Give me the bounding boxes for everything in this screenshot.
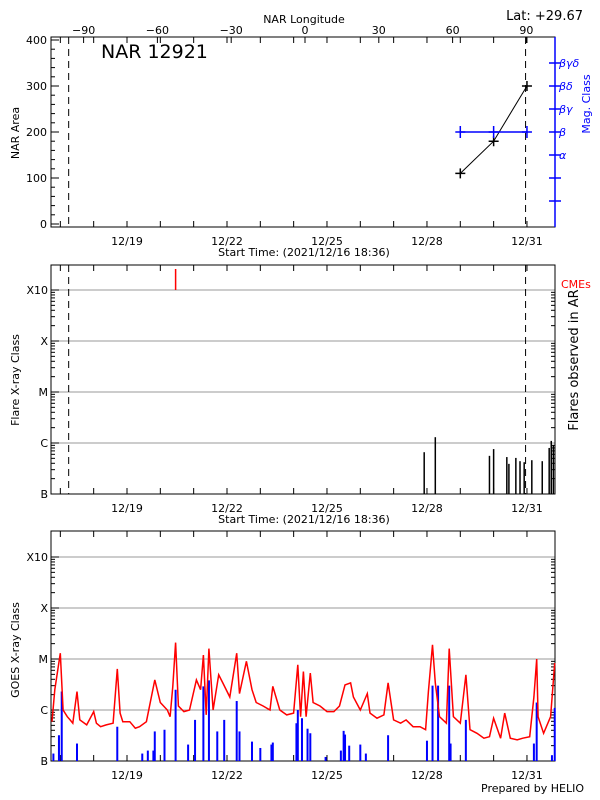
mag-class-label: βγ: [558, 103, 573, 116]
x-axis-label: Start Time: (2021/12/16 18:36): [218, 513, 390, 526]
y-axis-label: NAR Area: [9, 107, 22, 159]
y-tick-label: 300: [26, 80, 47, 93]
y-axis-label: GOES X-ray Class: [9, 602, 22, 698]
x-tick-label: 12/25: [311, 502, 343, 515]
x-tick-label: 12/22: [211, 235, 243, 248]
y-axis-label: Flare X-ray Class: [9, 334, 22, 426]
panel-flares: Start Time: (2021/12/16 18:36) Flare X-r…: [9, 264, 591, 526]
plot-frame: [50, 264, 556, 495]
top-tick-label: 0: [302, 24, 309, 37]
y-tick-label: 100: [26, 172, 47, 185]
top-tick-label: 90: [519, 24, 533, 37]
mag-class-point: [488, 126, 499, 138]
x-tick-label: 12/31: [511, 502, 543, 515]
mag-class-point: [521, 126, 532, 138]
y-tick-label: X: [40, 602, 48, 615]
cme-legend-label: CMEs: [561, 278, 591, 291]
x-tick-label: 12/28: [411, 769, 443, 782]
area-point: [455, 168, 466, 179]
plot-frame: [50, 530, 556, 762]
y-tick-label: M: [39, 653, 49, 666]
y-tick-label: 0: [40, 218, 47, 231]
x-tick-label: 12/28: [411, 502, 443, 515]
x-tick-label: 12/19: [111, 769, 143, 782]
area-point: [521, 81, 532, 91]
region-title: NAR 12921: [101, 41, 208, 63]
mag-class-label: α: [559, 149, 567, 162]
y-tick-label: X: [40, 335, 48, 348]
panel-goes: GOES X-ray Class Prepared by HELIO B C M X X…: [9, 530, 584, 795]
x-tick-label: 12/31: [511, 235, 543, 248]
mag-class-label: β: [558, 126, 566, 139]
x-tick-label: 12/22: [211, 769, 243, 782]
right-axis-label: Mag. Class: [580, 74, 593, 133]
x-tick-label: 12/31: [511, 769, 543, 782]
mag-class-point: [455, 126, 466, 138]
mag-class-label: βδ: [558, 80, 573, 93]
x-tick-label: 12/25: [311, 769, 343, 782]
y-tick-label: C: [40, 704, 48, 717]
right-axis-label: Flares observed in AR: [567, 289, 582, 430]
mag-class-label: βγδ: [558, 57, 580, 70]
x-tick-label: 12/28: [411, 235, 443, 248]
x-tick-label: 12/19: [111, 502, 143, 515]
x-tick-label: 12/22: [211, 502, 243, 515]
top-tick-label: −90: [72, 24, 95, 37]
top-tick-label: −30: [220, 24, 243, 37]
goes-long-line: [51, 642, 556, 741]
top-axis-label: NAR Longitude: [263, 13, 345, 26]
latitude-label: Lat: +29.67: [506, 9, 583, 24]
x-tick-label: 12/25: [311, 235, 343, 248]
x-axis-label: Start Time: (2021/12/16 18:36): [218, 246, 390, 259]
y-tick-label: B: [40, 488, 48, 501]
x-tick-label: 12/19: [111, 235, 143, 248]
y-tick-label: C: [40, 437, 48, 450]
top-tick-label: −60: [146, 24, 169, 37]
y-tick-label: X10: [26, 551, 48, 564]
y-tick-label: X10: [26, 284, 48, 297]
y-tick-label: 400: [26, 34, 47, 47]
y-tick-label: 200: [26, 126, 47, 139]
y-tick-label: M: [39, 386, 49, 399]
footer-credit: Prepared by HELIO: [481, 782, 584, 795]
top-tick-label: 30: [372, 24, 386, 37]
y-tick-label: B: [40, 755, 48, 768]
panel-nar-area: NAR 12921 Lat: +29.67 NAR Longitude Star…: [9, 9, 593, 259]
top-tick-label: 60: [446, 24, 460, 37]
